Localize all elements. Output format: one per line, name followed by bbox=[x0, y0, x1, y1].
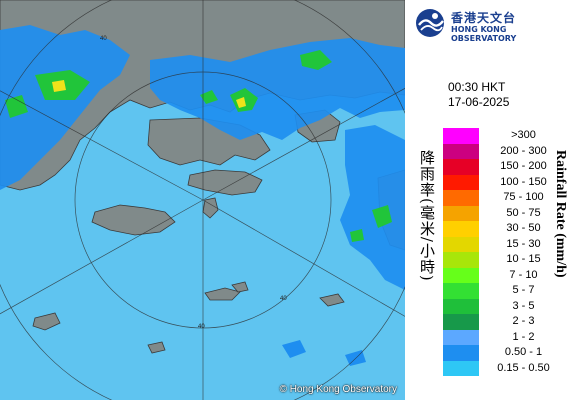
legend-row: 2 - 3 bbox=[443, 314, 568, 330]
legend-label: 200 - 300 bbox=[500, 144, 547, 157]
legend-swatch bbox=[443, 205, 479, 221]
legend-label: 1 - 2 bbox=[512, 330, 535, 343]
rain-band-west-green bbox=[5, 70, 90, 118]
hko-emblem-icon bbox=[416, 9, 444, 37]
legend-label: 2 - 3 bbox=[512, 315, 535, 327]
rain-band-east bbox=[340, 125, 405, 290]
rain-band-west-yellow bbox=[52, 80, 66, 92]
legend-label: 0.50 - 1 bbox=[504, 346, 543, 358]
legend-row: 5 - 7 bbox=[443, 283, 568, 299]
legend-row: 3 - 5 bbox=[443, 298, 568, 314]
timestamp-date: 17-06-2025 bbox=[448, 95, 510, 109]
legend-row: 7 - 10 bbox=[443, 267, 568, 283]
legend-label: 10 - 15 bbox=[506, 253, 541, 265]
legend-row: 150 - 200 bbox=[443, 159, 568, 175]
lantau-island bbox=[91, 204, 176, 236]
legend-swatch bbox=[443, 236, 479, 252]
legend-label: 150 - 200 bbox=[500, 160, 547, 172]
radar-map: 40 40 40 © Hong Kong Observatory bbox=[0, 0, 405, 400]
legend-swatch bbox=[443, 345, 479, 361]
rain-band-north-yellow bbox=[236, 97, 246, 108]
spoke-3 bbox=[202, 199, 405, 317]
island-west-1 bbox=[32, 312, 61, 331]
legend-row: 0.50 - 1 bbox=[443, 345, 568, 361]
legend-label: 0.15 - 0.50 bbox=[497, 361, 550, 374]
spoke-5 bbox=[0, 199, 204, 315]
range-ring-labels: 40 40 40 bbox=[100, 36, 287, 330]
legend-swatch bbox=[443, 360, 479, 376]
legend-title-en: Rainfall Rate (mm/h) bbox=[553, 150, 568, 278]
copyright-text: © Hong Kong Observatory bbox=[279, 384, 397, 395]
legend-row: 200 - 300 bbox=[443, 143, 568, 159]
rainfall-legend: >300 200 - 300 150 - 200 100 - 150 75 - 100 5… bbox=[443, 128, 568, 376]
island-south-2 bbox=[231, 281, 249, 293]
island-south-1 bbox=[204, 287, 241, 301]
timestamp-time: 00:30 HKT bbox=[448, 80, 506, 94]
legend-label: 5 - 7 bbox=[512, 284, 535, 296]
org-name-en: HONG KONG OBSERVATORY bbox=[451, 25, 517, 43]
radar-map-canvas: 40 40 40 bbox=[0, 0, 405, 400]
rain-band-north-green bbox=[200, 50, 332, 112]
legend-swatch bbox=[443, 298, 479, 314]
legend-row: 10 - 15 bbox=[443, 252, 568, 268]
legend-label: 50 - 75 bbox=[506, 206, 541, 219]
legend-label: >300 bbox=[511, 129, 536, 141]
rain-band-west bbox=[0, 25, 130, 190]
spoke-6 bbox=[0, 90, 204, 201]
rain-echo-layer bbox=[0, 25, 405, 366]
legend-row: 15 - 30 bbox=[443, 236, 568, 252]
legend-swatch bbox=[443, 329, 479, 345]
range-rings bbox=[0, 0, 405, 400]
org-name-cn: 香港天文台 bbox=[451, 11, 517, 25]
rain-band-north bbox=[150, 38, 405, 140]
island-south-3 bbox=[319, 293, 345, 307]
legend-row: 0.15 - 0.50 bbox=[443, 360, 568, 376]
range-ring-label: 40 bbox=[198, 324, 205, 330]
legend-swatch bbox=[443, 314, 479, 330]
legend-row: 100 - 150 bbox=[443, 174, 568, 190]
legend-swatch bbox=[443, 252, 479, 268]
legend-row: 75 - 100 bbox=[443, 190, 568, 206]
range-ring-label: 40 bbox=[100, 36, 107, 42]
legend-label: 100 - 150 bbox=[500, 175, 547, 188]
legend-row: >300 bbox=[443, 128, 568, 144]
legend-row: 50 - 75 bbox=[443, 205, 568, 221]
legend-swatch bbox=[443, 159, 479, 175]
hong-kong-island bbox=[187, 169, 263, 196]
spoke-2 bbox=[202, 87, 405, 201]
legend-label: 3 - 5 bbox=[512, 299, 535, 312]
rain-band-east-green bbox=[350, 205, 392, 242]
legend-swatch bbox=[443, 143, 479, 159]
island-west-2 bbox=[147, 341, 166, 354]
legend-swatch bbox=[443, 283, 479, 299]
legend-label: 7 - 10 bbox=[509, 268, 538, 281]
timestamp: 00:30 HKT 17-06-2025 bbox=[448, 80, 509, 110]
legend-row: 1 - 2 bbox=[443, 329, 568, 345]
legend-panel: 香港天文台 HONG KONG OBSERVATORY 00:30 HKT 17… bbox=[405, 0, 577, 400]
legend-label: 15 - 30 bbox=[506, 237, 541, 250]
legend-row: 30 - 50 bbox=[443, 221, 568, 237]
range-ring-label: 40 bbox=[280, 296, 287, 302]
legend-label: 75 - 100 bbox=[503, 191, 544, 203]
legend-swatch bbox=[443, 221, 479, 237]
legend-swatch bbox=[443, 128, 479, 144]
legend-title-cn: 降雨率(毫米/小時) bbox=[418, 150, 436, 282]
legend-label: 30 - 50 bbox=[506, 222, 541, 234]
legend-swatch bbox=[443, 174, 479, 190]
legend-swatch bbox=[443, 267, 479, 283]
hko-logo: 香港天文台 HONG KONG OBSERVATORY bbox=[415, 8, 573, 43]
rain-cell-south bbox=[282, 340, 366, 366]
legend-swatch bbox=[443, 190, 479, 206]
